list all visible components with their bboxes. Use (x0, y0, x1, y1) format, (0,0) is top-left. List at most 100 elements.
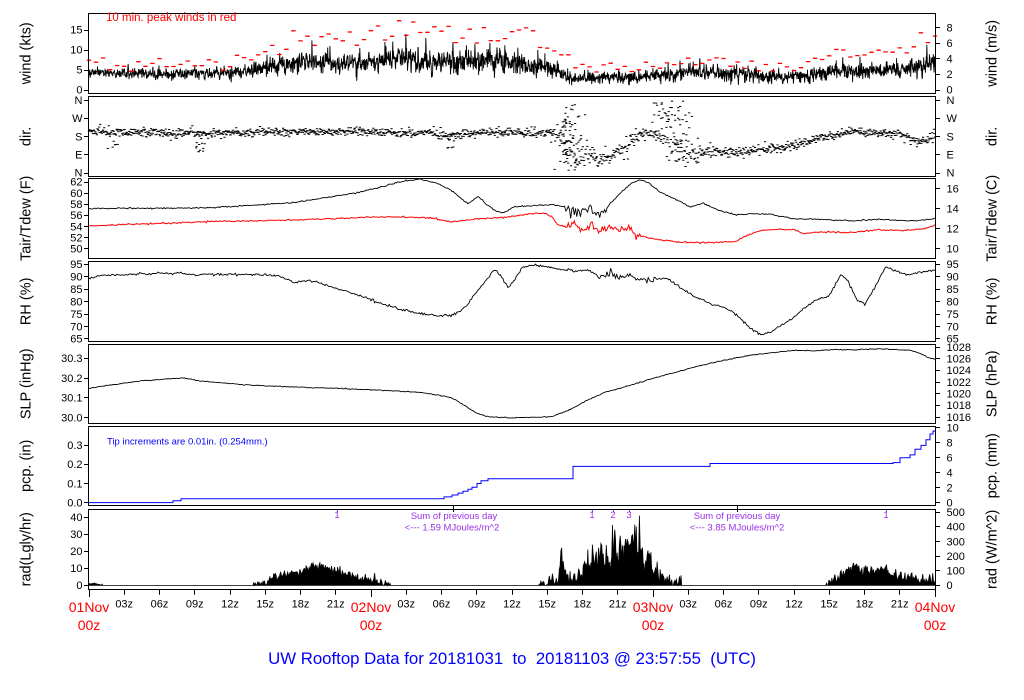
svg-text:10: 10 (947, 244, 959, 256)
svg-text:56: 56 (70, 210, 82, 222)
svg-text:09z: 09z (186, 599, 204, 611)
svg-text:06z: 06z (433, 599, 451, 611)
svg-text:1028: 1028 (947, 342, 971, 354)
svg-text:E: E (75, 150, 82, 162)
svg-text:6: 6 (947, 38, 953, 50)
svg-text:95: 95 (70, 259, 82, 271)
svg-text:21z: 21z (609, 599, 627, 611)
svg-text:03z: 03z (679, 599, 697, 611)
svg-text:wind (kts): wind (kts) (19, 22, 35, 85)
svg-text:4: 4 (947, 467, 953, 479)
svg-text:0: 0 (947, 85, 953, 97)
svg-text:dir.: dir. (985, 127, 1001, 146)
svg-text:03z: 03z (397, 599, 415, 611)
svg-text:62: 62 (70, 177, 82, 189)
svg-text:85: 85 (947, 284, 959, 296)
svg-text:E: E (947, 150, 954, 162)
svg-text:1: 1 (883, 510, 888, 521)
svg-text:80: 80 (70, 296, 82, 308)
svg-text:dir.: dir. (19, 127, 35, 146)
svg-text:30.1: 30.1 (61, 393, 82, 405)
svg-text:N: N (947, 95, 955, 107)
svg-text:15z: 15z (256, 599, 274, 611)
svg-text:95: 95 (947, 259, 959, 271)
svg-text:12z: 12z (221, 599, 239, 611)
svg-text:18z: 18z (574, 599, 592, 611)
svg-text:100: 100 (947, 566, 965, 578)
svg-text:06z: 06z (151, 599, 169, 611)
svg-text:0: 0 (76, 85, 82, 97)
svg-text:N: N (947, 168, 955, 180)
svg-text:pcp. (in): pcp. (in) (19, 440, 35, 492)
svg-text:S: S (947, 131, 954, 143)
svg-text:90: 90 (947, 271, 959, 283)
svg-text:500: 500 (947, 507, 965, 519)
svg-text:1022: 1022 (947, 377, 971, 389)
svg-text:<--- 3.85 MJoules/m^2: <--- 3.85 MJoules/m^2 (690, 523, 784, 534)
svg-text:00z: 00z (642, 617, 665, 633)
svg-text:30: 30 (70, 529, 82, 541)
svg-text:01Nov: 01Nov (69, 599, 109, 615)
svg-text:15: 15 (70, 25, 82, 37)
svg-text:400: 400 (947, 522, 965, 534)
svg-text:12z: 12z (503, 599, 521, 611)
svg-text:12z: 12z (785, 599, 803, 611)
svg-text:14: 14 (947, 204, 959, 216)
svg-text:1026: 1026 (947, 354, 971, 366)
svg-text:N: N (75, 95, 83, 107)
svg-text:Tair/Tdew (F): Tair/Tdew (F) (19, 176, 35, 261)
svg-text:30.2: 30.2 (61, 373, 82, 385)
svg-text:70: 70 (947, 321, 959, 333)
svg-text:04Nov: 04Nov (915, 599, 955, 615)
svg-text:1020: 1020 (947, 389, 971, 401)
svg-text:1018: 1018 (947, 400, 971, 412)
svg-text:0: 0 (947, 497, 953, 509)
svg-text:10: 10 (947, 422, 959, 434)
svg-text:90: 90 (70, 271, 82, 283)
svg-text:00z: 00z (924, 617, 947, 633)
svg-text:54: 54 (70, 221, 82, 233)
svg-text:S: S (75, 131, 82, 143)
svg-text:Tair/Tdew (C): Tair/Tdew (C) (985, 175, 1001, 262)
svg-text:70: 70 (70, 321, 82, 333)
svg-text:09z: 09z (468, 599, 486, 611)
svg-text:200: 200 (947, 551, 965, 563)
svg-text:3: 3 (626, 510, 631, 521)
svg-text:UW Rooftop Data for 20181031: UW Rooftop Data for 20181031 to 20181103… (268, 649, 756, 668)
svg-text:21z: 21z (891, 599, 909, 611)
svg-text:18z: 18z (292, 599, 310, 611)
svg-text:N: N (75, 168, 83, 180)
svg-text:15z: 15z (820, 599, 838, 611)
svg-text:0.0: 0.0 (67, 497, 82, 509)
svg-text:Tip increments are 0.01in. (0.: Tip increments are 0.01in. (0.254mm.) (107, 437, 268, 448)
svg-text:30.0: 30.0 (61, 412, 82, 424)
svg-text:03z: 03z (115, 599, 133, 611)
svg-text:40: 40 (70, 512, 82, 524)
svg-text:2: 2 (947, 482, 953, 494)
svg-text:80: 80 (947, 296, 959, 308)
svg-text:75: 75 (70, 309, 82, 321)
svg-text:300: 300 (947, 536, 965, 548)
svg-text:2: 2 (610, 510, 615, 521)
svg-text:SLP (hPa): SLP (hPa) (985, 350, 1001, 417)
svg-text:75: 75 (947, 309, 959, 321)
svg-text:0.2: 0.2 (67, 459, 82, 471)
svg-text:06z: 06z (715, 599, 733, 611)
svg-text:8: 8 (947, 23, 953, 35)
svg-text:2: 2 (947, 69, 953, 81)
svg-text:1024: 1024 (947, 365, 971, 377)
svg-text:pcp. (mm): pcp. (mm) (985, 433, 1001, 498)
svg-text:21z: 21z (327, 599, 345, 611)
svg-text:RH (%): RH (%) (985, 278, 1001, 326)
svg-text:<--- 1.59 MJoules/m^2: <--- 1.59 MJoules/m^2 (405, 523, 499, 534)
svg-text:09z: 09z (750, 599, 768, 611)
svg-text:12: 12 (947, 224, 959, 236)
svg-text:W: W (947, 113, 958, 125)
svg-text:10 min. peak winds in red: 10 min. peak winds in red (106, 12, 236, 24)
svg-text:wind (m/s): wind (m/s) (985, 20, 1001, 88)
svg-text:50: 50 (70, 244, 82, 256)
svg-text:58: 58 (70, 199, 82, 211)
svg-text:W: W (72, 113, 83, 125)
svg-text:16: 16 (947, 183, 959, 195)
svg-text:52: 52 (70, 232, 82, 244)
